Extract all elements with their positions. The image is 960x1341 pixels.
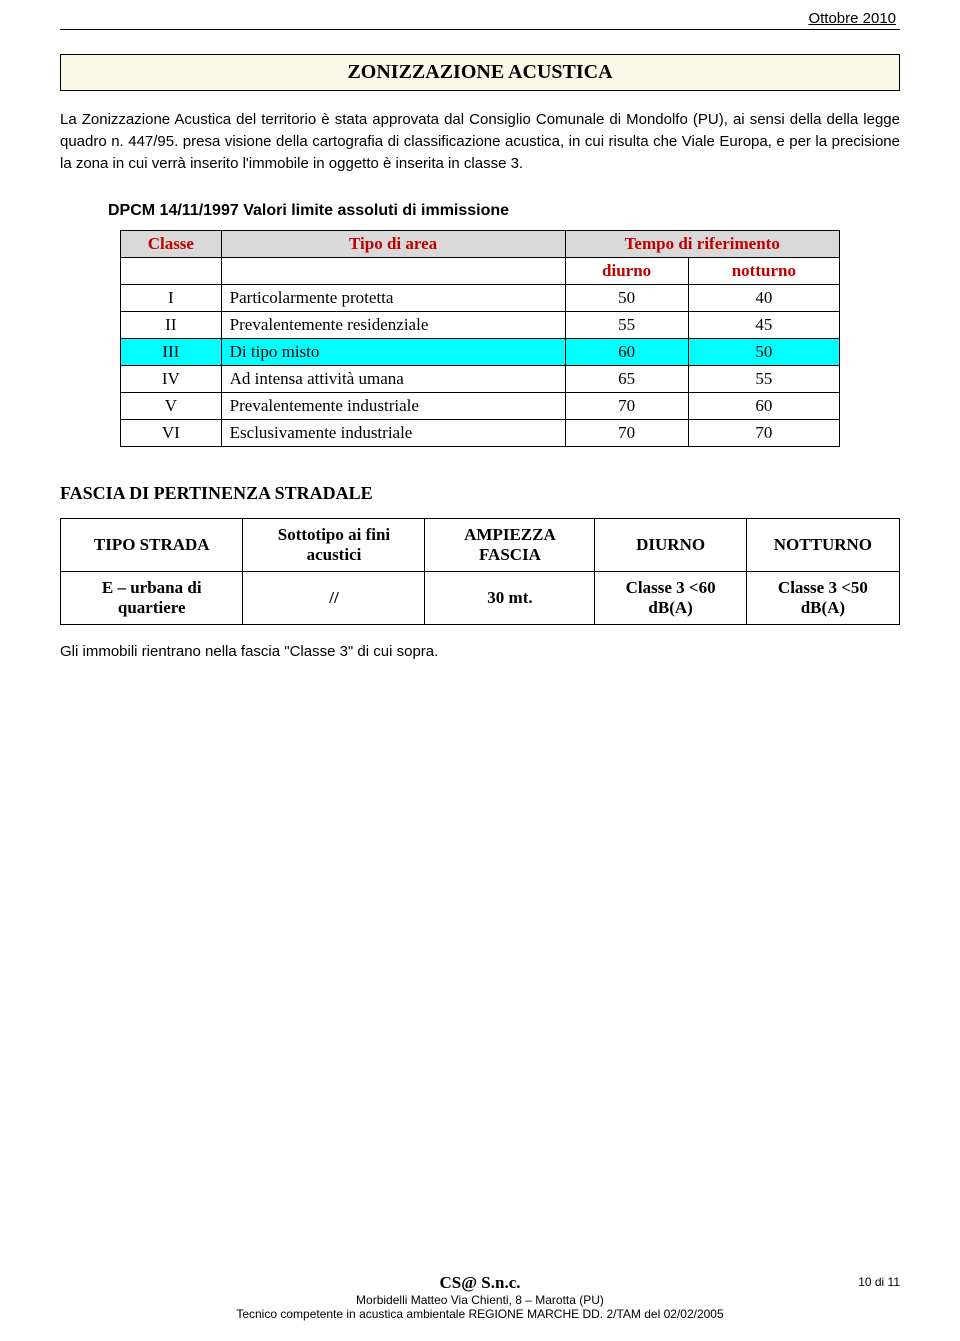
header-rule [60,29,900,30]
cell-diurno: 55 [565,312,688,339]
cell-tipo: Esclusivamente industriale [221,420,565,447]
footer-line2: Morbidelli Matteo Via Chienti, 8 – Marot… [60,1293,900,1307]
section2-heading: FASCIA DI PERTINENZA STRADALE [60,483,900,504]
table-row: I Particolarmente protetta 50 40 [121,285,840,312]
cell-diurno: 65 [565,366,688,393]
table-limits: Classe Tipo di area Tempo di riferimento… [120,230,840,447]
cell-diurno: 60 [565,339,688,366]
cell-tipo: Di tipo misto [221,339,565,366]
cell-classe: V [121,393,222,420]
cell-classe: VI [121,420,222,447]
col-ampiezza: AMPIEZZA FASCIA [425,519,595,572]
table-row: E – urbana di quartiere // 30 mt. Classe… [61,572,900,625]
col-diurno: diurno [565,258,688,285]
cell-diurno: Classe 3 <60 dB(A) [595,572,746,625]
page: Ottobre 2010 ZONIZZAZIONE ACUSTICA La Zo… [0,0,960,1341]
cell-classe: II [121,312,222,339]
footer-brand: CS@ S.n.c. [60,1273,900,1293]
col-notturno: notturno [688,258,839,285]
cell-classe: IV [121,366,222,393]
cell-notturno: 70 [688,420,839,447]
title-text: ZONIZZAZIONE ACUSTICA [347,61,612,83]
table-row: diurno notturno [121,258,840,285]
table-row: II Prevalentemente residenziale 55 45 [121,312,840,339]
cell-classe: III [121,339,222,366]
intro-paragraph: La Zonizzazione Acustica del territorio … [60,109,900,174]
cell-empty [121,258,222,285]
cell-ampiezza: 30 mt. [425,572,595,625]
table-fascia: TIPO STRADA Sottotipo ai fini acustici A… [60,518,900,625]
closing-paragraph: Gli immobili rientrano nella fascia "Cla… [60,643,900,660]
table-row: TIPO STRADA Sottotipo ai fini acustici A… [61,519,900,572]
cell-diurno: 70 [565,420,688,447]
cell-notturno: 45 [688,312,839,339]
col-tempo: Tempo di riferimento [565,231,839,258]
cell-diurno: 70 [565,393,688,420]
page-number: 10 di 11 [858,1275,900,1289]
title-box: ZONIZZAZIONE ACUSTICA [60,54,900,91]
table-row: Classe Tipo di area Tempo di riferimento [121,231,840,258]
cell-tipo: Ad intensa attività umana [221,366,565,393]
cell-diurno: 50 [565,285,688,312]
table1-wrap: Classe Tipo di area Tempo di riferimento… [120,230,840,447]
cell-tipo: Prevalentemente residenziale [221,312,565,339]
footer-line3: Tecnico competente in acustica ambiental… [60,1307,900,1321]
cell-tipo: Particolarmente protetta [221,285,565,312]
cell-notturno: 60 [688,393,839,420]
table1-caption: DPCM 14/11/1997 Valori limite assoluti d… [108,202,900,220]
cell-classe: I [121,285,222,312]
footer: 10 di 11 CS@ S.n.c. Morbidelli Matteo Vi… [60,1273,900,1321]
cell-sottotipo: // [243,572,425,625]
table-row: VI Esclusivamente industriale 70 70 [121,420,840,447]
cell-notturno: Classe 3 <50 dB(A) [746,572,899,625]
cell-notturno: 40 [688,285,839,312]
table-row-highlight: III Di tipo misto 60 50 [121,339,840,366]
cell-tipo: Prevalentemente industriale [221,393,565,420]
col-tipo-strada: TIPO STRADA [61,519,243,572]
cell-notturno: 55 [688,366,839,393]
col-tipo: Tipo di area [221,231,565,258]
table-row: V Prevalentemente industriale 70 60 [121,393,840,420]
header-date: Ottobre 2010 [60,10,900,27]
col-notturno: NOTTURNO [746,519,899,572]
table-row: IV Ad intensa attività umana 65 55 [121,366,840,393]
cell-empty [221,258,565,285]
cell-tipo-strada: E – urbana di quartiere [61,572,243,625]
col-sottotipo: Sottotipo ai fini acustici [243,519,425,572]
col-classe: Classe [121,231,222,258]
cell-notturno: 50 [688,339,839,366]
col-diurno: DIURNO [595,519,746,572]
